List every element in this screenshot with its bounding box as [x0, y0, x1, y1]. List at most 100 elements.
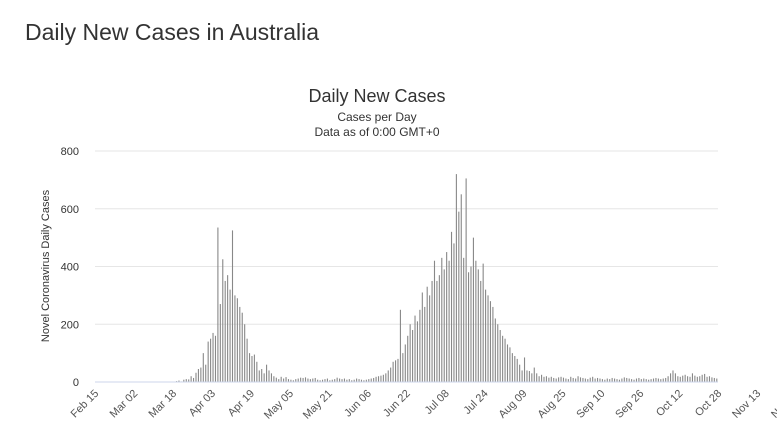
bar — [662, 378, 664, 382]
bar — [392, 361, 394, 382]
bar — [358, 379, 360, 382]
bar — [227, 275, 229, 382]
bar — [465, 178, 467, 382]
bar — [475, 260, 477, 382]
bar — [248, 353, 251, 383]
bar — [377, 376, 380, 382]
bar — [197, 369, 199, 382]
bar — [616, 379, 618, 382]
bar — [536, 373, 538, 382]
bar — [244, 324, 246, 382]
x-tick-label: May 21 — [301, 388, 335, 422]
bar — [691, 373, 693, 382]
bar — [283, 378, 285, 382]
bar — [295, 379, 297, 382]
bar — [596, 377, 599, 382]
bar — [567, 379, 569, 382]
bar — [470, 266, 472, 382]
bar — [555, 378, 557, 382]
x-tick-label: Sep 10 — [574, 388, 607, 421]
bar — [489, 301, 492, 382]
bar — [436, 280, 438, 382]
x-tick-label: Oct 28 — [693, 388, 724, 419]
bar — [670, 373, 672, 382]
x-tick-label: Mar 02 — [108, 388, 141, 421]
bar — [212, 332, 214, 382]
bar — [635, 378, 638, 382]
bar — [711, 377, 713, 382]
bar — [319, 380, 321, 382]
bar — [548, 377, 550, 382]
x-tick-label: Jun 06 — [342, 388, 374, 420]
bars — [173, 174, 718, 383]
bar — [485, 289, 487, 382]
bar — [704, 373, 706, 382]
bar — [202, 353, 204, 383]
bar — [370, 378, 372, 382]
bar — [519, 364, 521, 382]
bar — [441, 257, 443, 382]
bar — [431, 280, 433, 382]
x-tick-label: Nov 13 — [730, 388, 763, 421]
bar — [222, 259, 224, 382]
bar — [672, 370, 674, 382]
bar — [263, 373, 265, 382]
bar — [638, 377, 640, 382]
bar — [285, 377, 287, 382]
bar — [397, 358, 399, 382]
x-tick-label: May 05 — [262, 388, 296, 422]
bar — [487, 295, 489, 383]
bar — [516, 358, 518, 382]
bar — [183, 379, 185, 382]
bar — [533, 367, 535, 382]
x-tick-label: Feb 15 — [69, 388, 102, 421]
bar — [450, 231, 453, 382]
bar — [689, 376, 691, 382]
bar — [584, 378, 586, 382]
bar — [210, 338, 212, 382]
bar — [241, 312, 243, 382]
bar — [224, 280, 226, 382]
bar — [684, 374, 686, 382]
bar — [652, 378, 655, 382]
bar — [699, 376, 701, 382]
bar — [594, 378, 596, 382]
bar — [472, 237, 474, 383]
bar — [341, 379, 343, 382]
bar — [528, 371, 530, 382]
bar — [205, 364, 207, 382]
x-tick-label: Jul 24 — [461, 388, 490, 417]
bar — [538, 376, 540, 382]
bar — [553, 377, 555, 382]
bar — [643, 378, 645, 382]
bar — [480, 280, 482, 382]
bar — [687, 376, 689, 382]
bar — [438, 275, 440, 382]
bar — [326, 378, 328, 382]
bar — [565, 378, 567, 382]
bar — [599, 378, 601, 382]
bar — [545, 376, 547, 382]
chart-subtitle: Cases per Day — [337, 110, 416, 124]
bar — [231, 230, 234, 382]
bar — [373, 377, 375, 382]
bar — [412, 330, 414, 382]
bar — [416, 321, 418, 382]
x-tick-label: Jul 08 — [423, 388, 452, 417]
bar — [399, 309, 401, 382]
bar — [626, 377, 628, 382]
bar — [592, 376, 594, 382]
bar — [407, 335, 409, 382]
bar — [339, 378, 341, 382]
bar — [460, 194, 462, 382]
bar — [640, 379, 642, 382]
bar — [380, 375, 382, 382]
bar — [433, 260, 436, 382]
bar — [317, 379, 319, 382]
bar — [239, 306, 241, 382]
bar — [604, 379, 606, 382]
bar — [523, 357, 526, 382]
bar — [229, 289, 231, 382]
bar — [360, 379, 363, 382]
bar — [511, 353, 513, 383]
